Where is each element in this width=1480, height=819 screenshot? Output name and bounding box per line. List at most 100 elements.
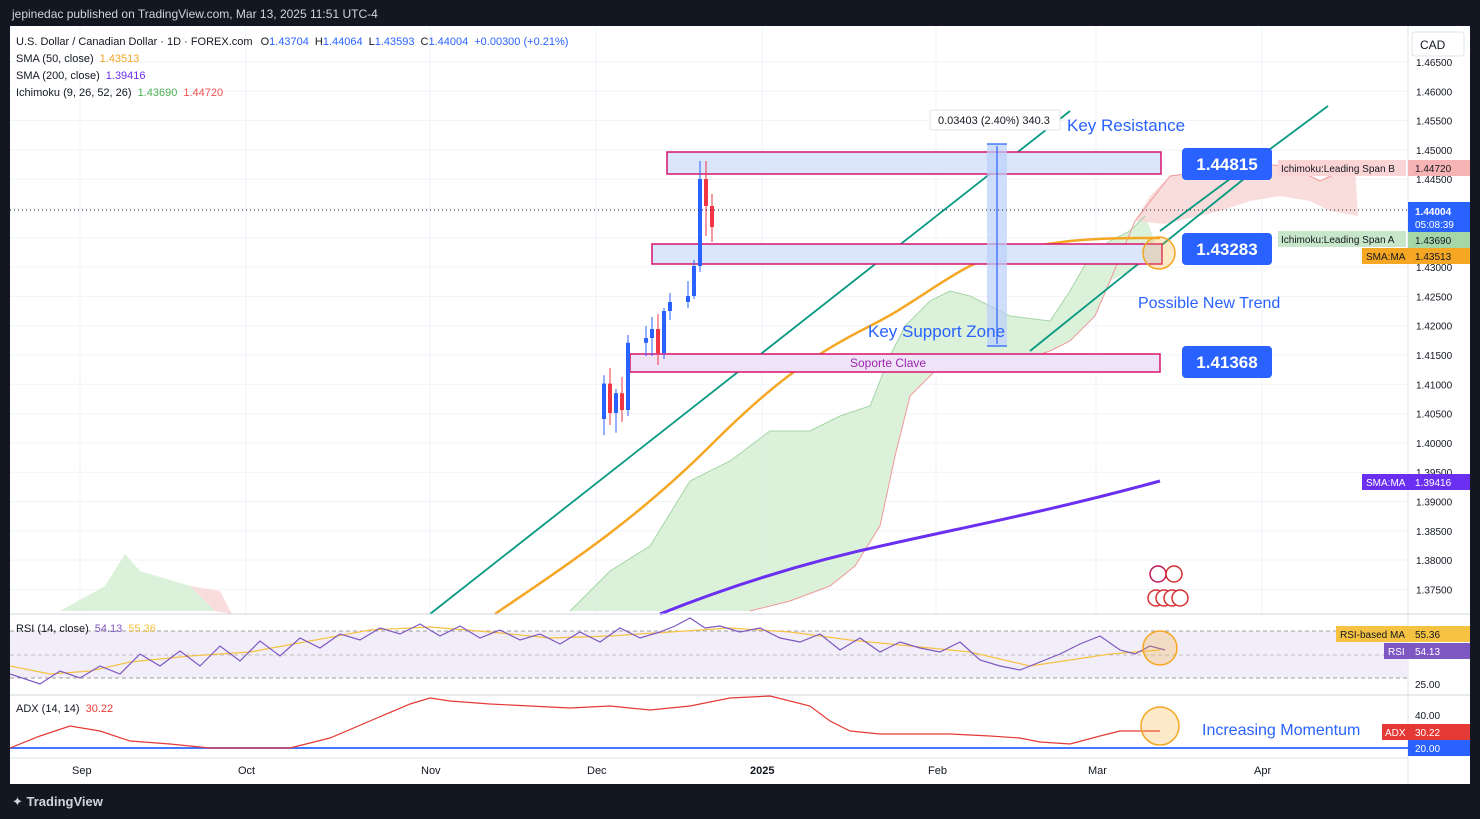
candle[interactable] xyxy=(656,329,660,353)
svg-text:1.44004: 1.44004 xyxy=(1415,207,1452,218)
svg-text:Apr: Apr xyxy=(1254,765,1271,777)
resistance-zone[interactable] xyxy=(666,151,1162,175)
highlight-circle-price xyxy=(1142,236,1176,270)
svg-text:U.S. Dollar / Canadian Dollar: U.S. Dollar / Canadian Dollar · 1D · FOR… xyxy=(16,36,568,48)
legend-ichimoku: Ichimoku (9, 26, 52, 26) xyxy=(16,87,132,99)
top-bar: jepinedac published on TradingView.com, … xyxy=(0,0,1480,26)
rsi-ma-line xyxy=(9,626,1161,675)
currency-button[interactable] xyxy=(1411,31,1465,57)
candle[interactable] xyxy=(662,311,666,353)
legend-sma50: SMA (50, close) xyxy=(16,53,94,65)
cloud-green-main xyxy=(570,216,1155,611)
candle[interactable] xyxy=(668,302,672,311)
price-tick: 1.44500 xyxy=(1416,175,1453,186)
level-badge-high[interactable]: 1.44815 xyxy=(1182,148,1272,180)
svg-text:ADX (14, 14)30.22: ADX (14, 14) 30.22 xyxy=(16,703,113,715)
increasing-momentum-label: Increasing Momentum xyxy=(1202,722,1360,739)
legend-symbol: U.S. Dollar / Canadian Dollar · 1D · FOR… xyxy=(16,36,253,48)
candle[interactable] xyxy=(686,296,690,302)
svg-text:Ichimoku:Leading Span A: Ichimoku:Leading Span A xyxy=(1281,235,1395,246)
svg-text:Mar: Mar xyxy=(1088,765,1107,777)
footer: ✦ TradingView xyxy=(0,784,1480,819)
svg-text:SMA:MA: SMA:MA xyxy=(1366,252,1406,263)
sma50-line xyxy=(494,236,1161,616)
legend: U.S. Dollar / Canadian Dollar · 1D · FOR… xyxy=(16,36,568,99)
tag-sma200: SMA:MA 1.39416 xyxy=(1362,474,1470,490)
candle[interactable] xyxy=(644,338,648,343)
svg-text:Nov: Nov xyxy=(421,765,441,777)
adx-label: ADX (14, 14) xyxy=(16,703,80,715)
candle[interactable] xyxy=(620,393,624,410)
price-tick: 1.39000 xyxy=(1416,498,1453,509)
price-tick: 1.41000 xyxy=(1416,380,1453,391)
svg-text:RSI-based MA: RSI-based MA xyxy=(1340,630,1405,641)
svg-text:40.00: 40.00 xyxy=(1415,711,1440,722)
candle[interactable] xyxy=(650,329,654,338)
candle[interactable] xyxy=(710,206,714,227)
svg-text:54.13: 54.13 xyxy=(1415,647,1440,658)
candle[interactable] xyxy=(692,266,696,296)
candle[interactable] xyxy=(602,383,606,419)
publisher-info: jepinedac published on TradingView.com, … xyxy=(12,7,378,21)
tag-ichimoku-a: Ichimoku:Leading Span A 1.43690 xyxy=(1278,231,1470,248)
svg-text:1.44720: 1.44720 xyxy=(1415,164,1452,175)
price-tick: 1.40000 xyxy=(1416,439,1453,450)
candle[interactable] xyxy=(626,342,630,410)
level-badge-low[interactable]: 1.41368 xyxy=(1182,346,1272,378)
price-tick: 1.46500 xyxy=(1416,58,1453,69)
tradingview-logo[interactable]: ✦ TradingView xyxy=(12,794,103,809)
svg-text:1.41368: 1.41368 xyxy=(1196,353,1257,372)
measure-label: 0.03403 (2.40%) 340.3 xyxy=(938,115,1050,127)
price-tick: 1.38500 xyxy=(1416,527,1453,538)
candle[interactable] xyxy=(614,393,618,413)
svg-text:ADX: ADX xyxy=(1385,728,1406,739)
price-chart[interactable]: Soporte Clave 0.03403 (2.40%) 340.3 Key … xyxy=(9,26,1470,784)
price-tick: 1.40500 xyxy=(1416,410,1453,421)
svg-text:30.22: 30.22 xyxy=(1415,728,1440,739)
svg-text:1.43513: 1.43513 xyxy=(1415,252,1452,263)
svg-text:1.44815: 1.44815 xyxy=(1196,155,1257,174)
svg-text:Ichimoku:Leading Span B: Ichimoku:Leading Span B xyxy=(1281,164,1395,175)
candle[interactable] xyxy=(704,179,708,206)
cloud-red-left xyxy=(190,586,232,614)
price-tick: 1.41500 xyxy=(1416,351,1453,362)
price-tick: 1.43000 xyxy=(1416,263,1453,274)
svg-text:Oct: Oct xyxy=(238,765,255,777)
candles xyxy=(602,161,714,436)
span-a-line xyxy=(569,215,1146,612)
price-tick: 1.42500 xyxy=(1416,292,1453,303)
sma200-line xyxy=(659,479,1161,616)
svg-text:55.36: 55.36 xyxy=(1415,630,1440,641)
price-ticks: 1.46500 1.46000 1.45500 1.45000 1.44500 1.440… xyxy=(1416,58,1453,596)
soporte-clave-label: Soporte Clave xyxy=(850,356,926,370)
svg-text:SMA (50, close)1.43513: SMA (50, close) 1.43513 xyxy=(16,53,139,65)
rsi-line xyxy=(9,617,1166,685)
svg-text:05:08:39: 05:08:39 xyxy=(1415,220,1454,231)
canada-flag-icon xyxy=(1165,565,1183,583)
svg-text:SMA:MA: SMA:MA xyxy=(1366,478,1406,489)
price-tick: 1.38000 xyxy=(1416,556,1453,567)
economic-events[interactable] xyxy=(1147,565,1189,607)
svg-text:Ichimoku (9, 26, 52, 26)1.4369: Ichimoku (9, 26, 52, 26) 1.43690 1.44720 xyxy=(16,87,223,99)
candle[interactable] xyxy=(698,179,702,266)
support-zone-mid[interactable] xyxy=(651,243,1163,265)
candle[interactable] xyxy=(608,383,612,413)
svg-text:25.00: 25.00 xyxy=(1415,680,1440,691)
key-support-label: Key Support Zone xyxy=(868,322,1005,341)
cloud-green-left xyxy=(60,554,215,611)
svg-text:2025: 2025 xyxy=(750,765,774,777)
svg-text:Dec: Dec xyxy=(587,765,607,777)
svg-text:Sep: Sep xyxy=(72,765,92,777)
currency-label: CAD xyxy=(1420,38,1446,52)
us-flag-icon xyxy=(1171,589,1189,607)
price-tick: 1.42000 xyxy=(1416,322,1453,333)
svg-text:1.39416: 1.39416 xyxy=(1415,478,1452,489)
highlight-circle-rsi xyxy=(1142,630,1178,666)
time-axis: Sep Oct Nov Dec 2025 Feb Mar Apr xyxy=(72,765,1271,777)
price-tick: 1.45000 xyxy=(1416,146,1453,157)
tag-ichimoku-b: Ichimoku:Leading Span B 1.44720 xyxy=(1278,160,1470,176)
key-resistance-label: Key Resistance xyxy=(1067,116,1185,135)
svg-text:1.43283: 1.43283 xyxy=(1196,240,1257,259)
level-badge-mid[interactable]: 1.43283 xyxy=(1182,233,1272,265)
